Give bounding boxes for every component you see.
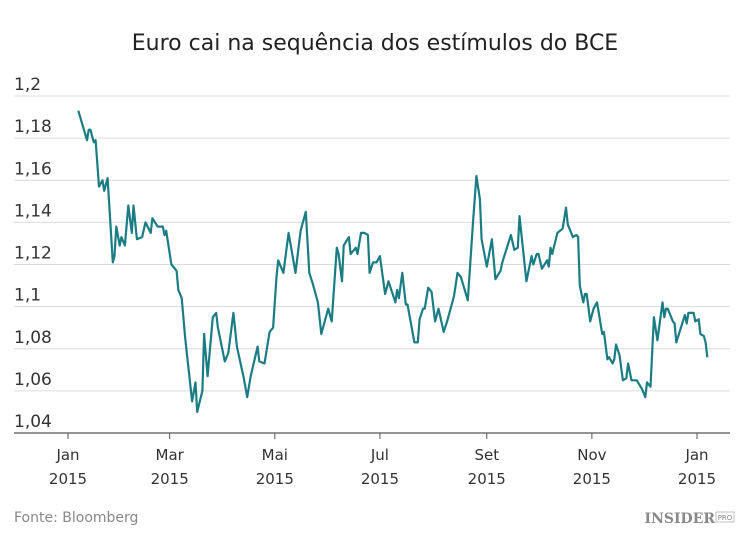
x-tick-year: 2015 [573,470,611,488]
x-tick-year: 2015 [361,470,399,488]
x-tick-year: 2015 [151,470,189,488]
y-tick-label: 1,16 [14,159,52,179]
x-tick-year: 2015 [256,470,294,488]
y-axis: 1,2 1,18 1,16 1,14 1,12 1,1 1,08 1,06 1,04 [14,75,52,432]
chart-title: Euro cai na sequência dos estímulos do B… [132,31,618,56]
y-tick-label: 1,1 [14,286,41,306]
x-tick-month: Mai [262,446,288,464]
x-tick-year: 2015 [678,470,716,488]
insider-pro-logo: INSIDER PRO [645,511,735,527]
logo-text: INSIDER [645,511,716,527]
y-tick-label: 1,04 [14,412,52,432]
y-tick-label: 1,18 [14,117,52,137]
x-tick-month: Mar [156,446,185,464]
y-tick-label: 1,2 [14,75,41,95]
y-tick-label: 1,12 [14,244,52,264]
x-tick-month: Jul [370,446,389,464]
y-tick-label: 1,14 [14,201,52,221]
series-lines [77,110,709,413]
x-tick-month: Jan [684,446,708,464]
y-tick-label: 1,06 [14,370,52,390]
source-note: Fonte: Bloomberg [14,510,138,526]
x-tick-month: Jan [55,446,79,464]
y-tick-label: 1,08 [14,328,52,348]
logo-suffix: PRO [718,514,733,522]
x-axis: Jan 2015 Mar 2015 Mai 2015 Jul 2015 Set 2015 Nov 20… [49,433,716,488]
eur-usd-line [77,110,709,413]
x-tick-month: Nov [577,446,606,464]
x-tick-year: 2015 [468,470,506,488]
x-tick-year: 2015 [49,470,87,488]
x-tick-month: Set [474,446,499,464]
